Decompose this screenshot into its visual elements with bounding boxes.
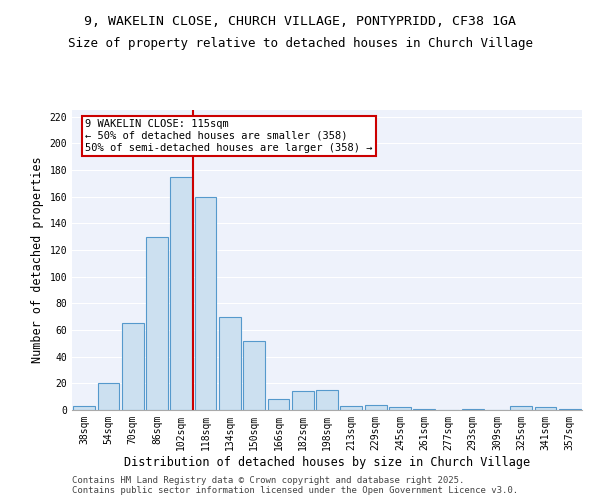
Bar — [243, 340, 265, 410]
Bar — [340, 406, 362, 410]
Bar — [194, 196, 217, 410]
Bar — [170, 176, 192, 410]
Bar — [146, 236, 168, 410]
Bar — [219, 316, 241, 410]
Bar — [535, 408, 556, 410]
Bar — [462, 408, 484, 410]
Bar — [365, 404, 386, 410]
Bar — [559, 408, 581, 410]
Bar — [268, 400, 289, 410]
Bar — [122, 324, 143, 410]
Text: 9 WAKELIN CLOSE: 115sqm
← 50% of detached houses are smaller (358)
50% of semi-d: 9 WAKELIN CLOSE: 115sqm ← 50% of detache… — [85, 120, 373, 152]
Text: Contains HM Land Registry data © Crown copyright and database right 2025.
Contai: Contains HM Land Registry data © Crown c… — [72, 476, 518, 495]
Bar — [389, 408, 411, 410]
Text: Size of property relative to detached houses in Church Village: Size of property relative to detached ho… — [67, 38, 533, 51]
Bar — [292, 392, 314, 410]
Bar — [316, 390, 338, 410]
X-axis label: Distribution of detached houses by size in Church Village: Distribution of detached houses by size … — [124, 456, 530, 468]
Y-axis label: Number of detached properties: Number of detached properties — [31, 156, 44, 364]
Text: 9, WAKELIN CLOSE, CHURCH VILLAGE, PONTYPRIDD, CF38 1GA: 9, WAKELIN CLOSE, CHURCH VILLAGE, PONTYP… — [84, 15, 516, 28]
Bar — [97, 384, 119, 410]
Bar — [511, 406, 532, 410]
Bar — [413, 408, 435, 410]
Bar — [73, 406, 95, 410]
